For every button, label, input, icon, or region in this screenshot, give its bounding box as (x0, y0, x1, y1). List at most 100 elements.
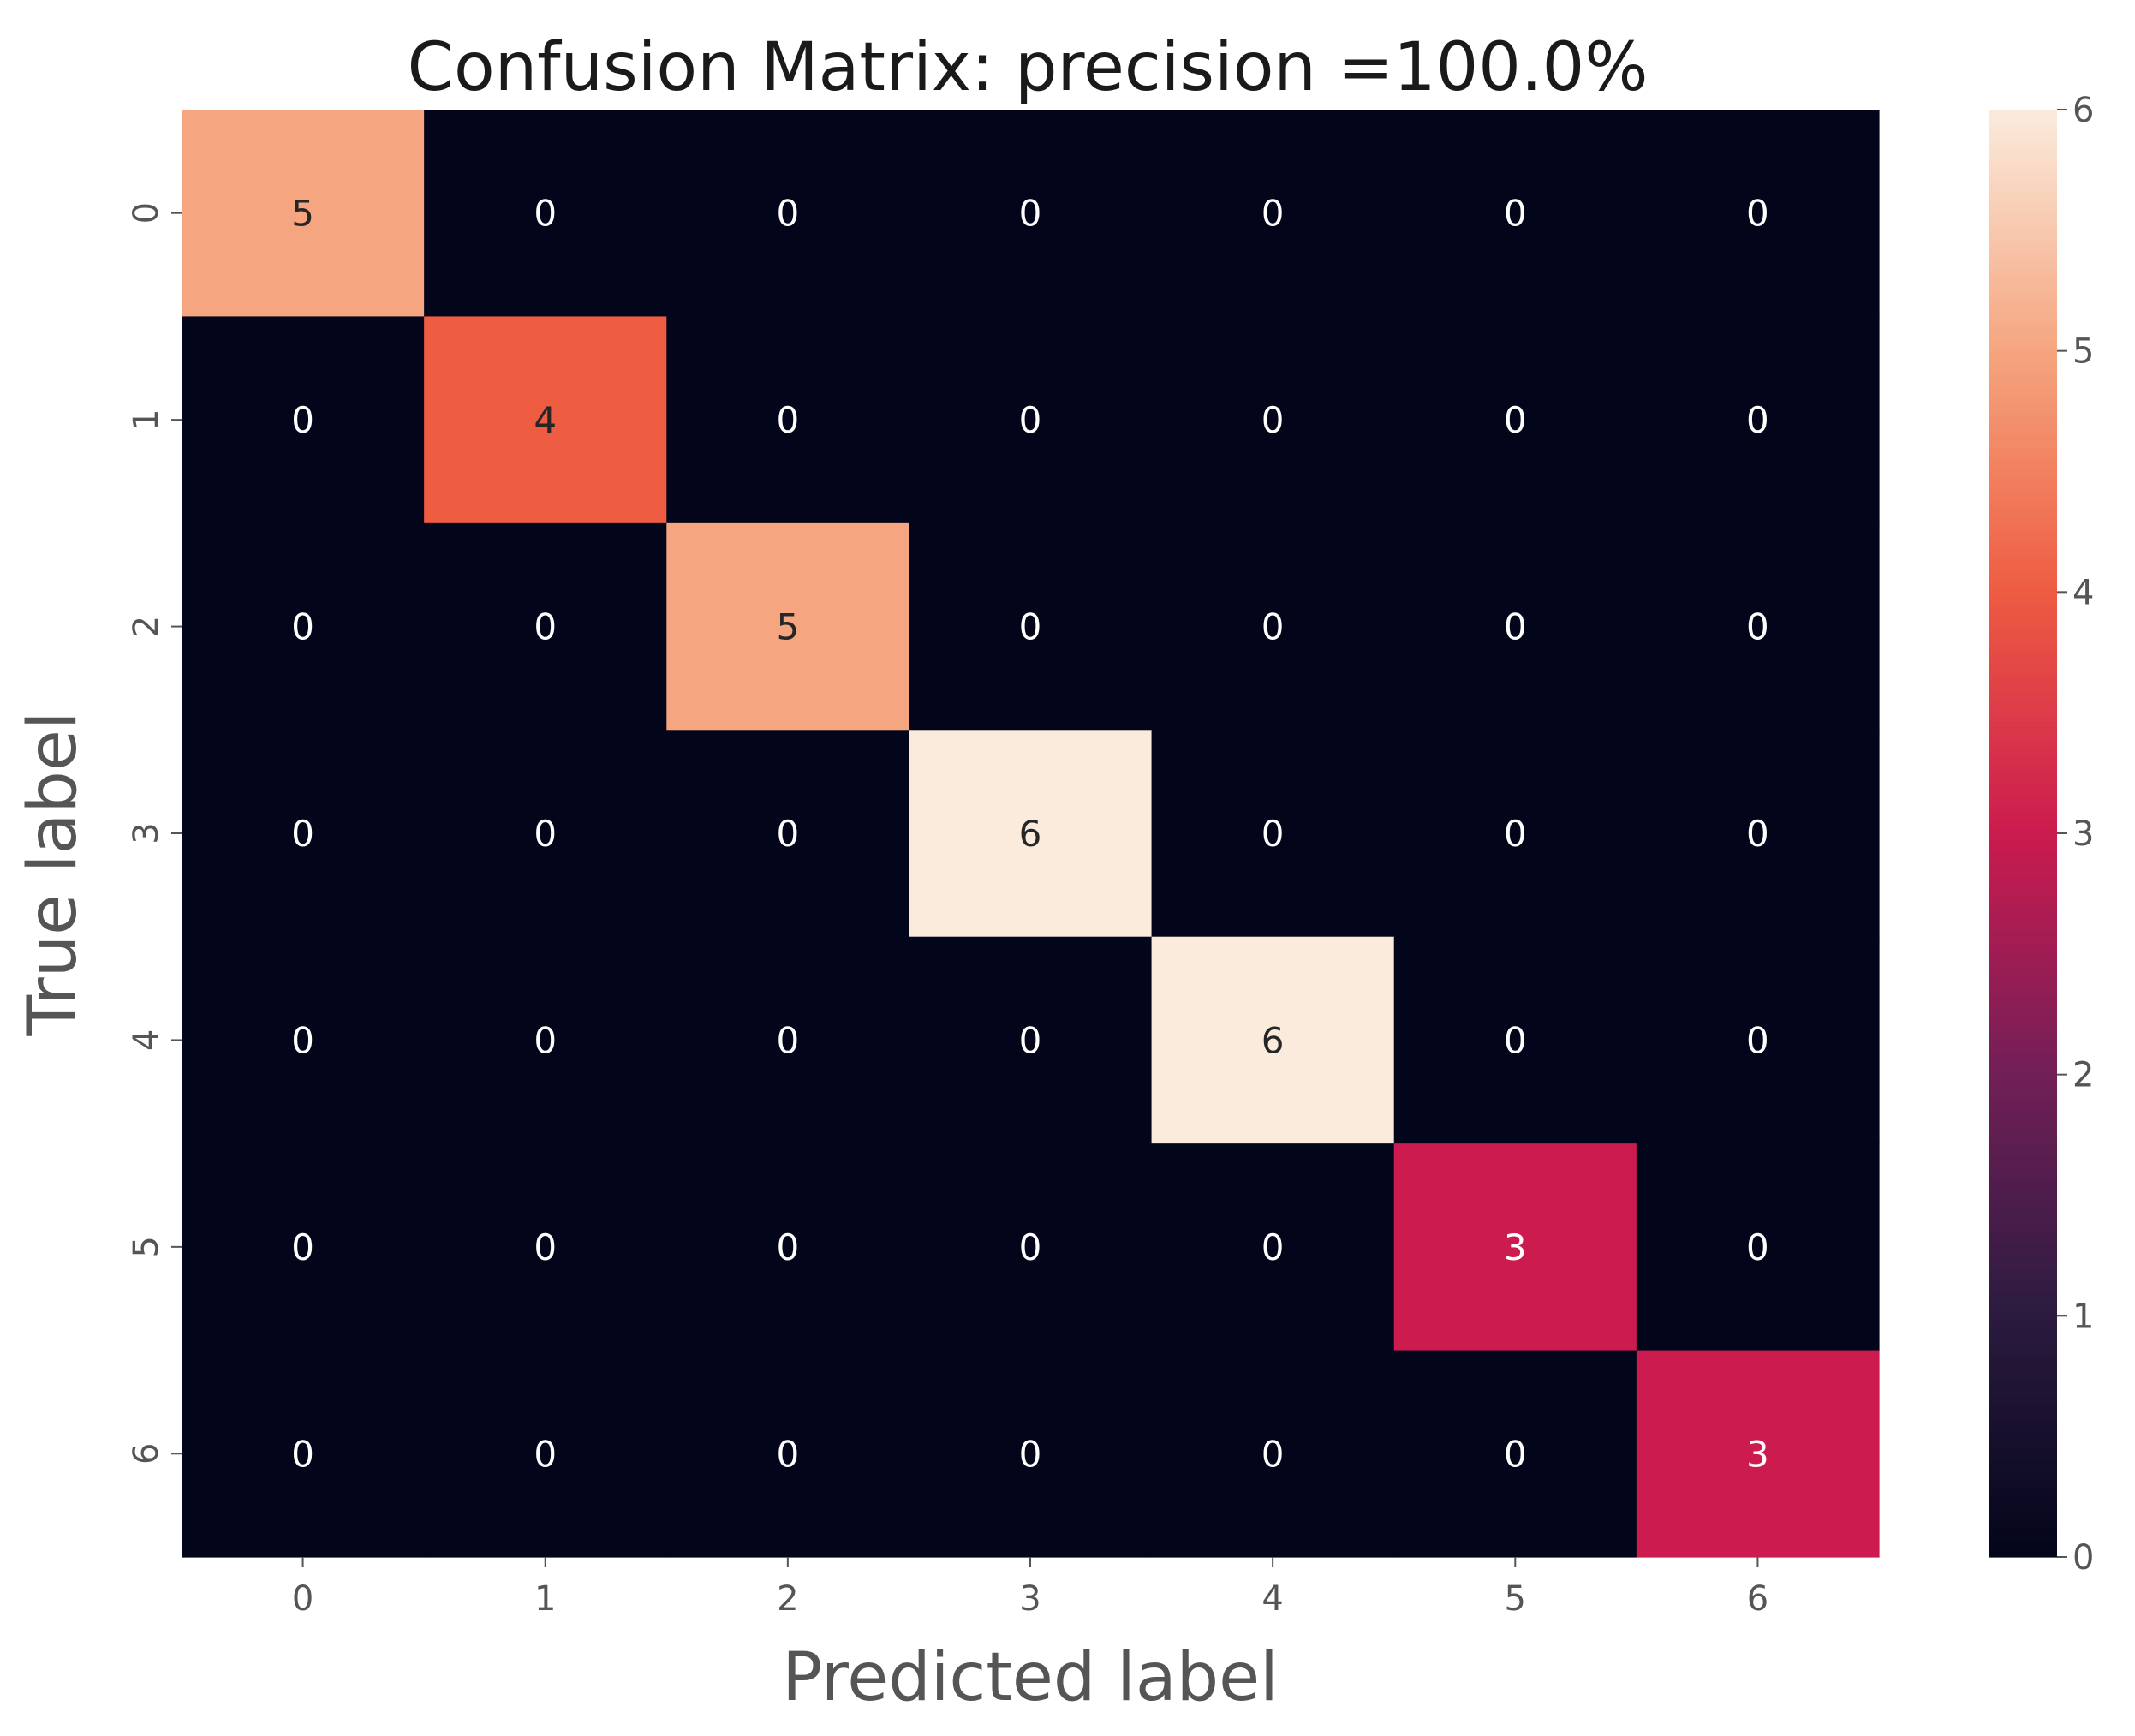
heatmap-cell-r2-c1 (424, 522, 667, 731)
heatmap-cell-r5-c3 (909, 1143, 1153, 1351)
colorbar-slice (1989, 1296, 2057, 1303)
heatmap-cell-r0-c2 (666, 110, 910, 318)
colorbar-slice (1989, 1030, 2057, 1037)
colorbar-slice (1989, 370, 2057, 376)
colorbar-slice (1989, 539, 2057, 545)
colorbar-ticks: 0 1 2 3 4 5 6 (2057, 91, 2094, 1578)
colorbar-slice (1989, 808, 2057, 815)
colorbar-slice (1989, 775, 2057, 781)
cell-value-r3-c0: 0 (291, 813, 314, 855)
colorbar-slice (1989, 206, 2057, 212)
cell-value-r5-c2: 0 (776, 1226, 799, 1268)
heatmap-cell-r5-c5 (1393, 1143, 1637, 1351)
colorbar-slice (1989, 1151, 2057, 1158)
colorbar-slice (1989, 1281, 2057, 1288)
colorbar-slice (1989, 544, 2057, 550)
heatmap-cell-r2-c4 (1151, 522, 1395, 731)
colorbar-slice (1989, 297, 2057, 303)
colorbar-slice (1989, 462, 2057, 468)
heatmap-cell-r0-c3 (909, 110, 1153, 318)
colorbar-slice (1989, 799, 2057, 805)
colorbar-slice (1989, 649, 2057, 656)
colorbar-slice (1989, 833, 2057, 839)
colorbar-slice (1989, 1460, 2057, 1466)
colorbar-slice (1989, 211, 2057, 217)
colorbar-slice (1989, 1484, 2057, 1490)
colorbar-slice (1989, 1373, 2057, 1380)
cell-value-r2-c1: 0 (534, 606, 557, 648)
colorbar-slice (1989, 678, 2057, 684)
colorbar-slice (1989, 114, 2057, 120)
colorbar-slice (1989, 1339, 2057, 1345)
colorbar-slice (1989, 780, 2057, 786)
cell-value-r3-c2: 0 (776, 813, 799, 855)
colorbar-slice (1989, 1330, 2057, 1336)
colorbar-slice (1989, 1002, 2057, 1008)
colorbar-slice (1989, 442, 2057, 448)
colorbar-slice (1989, 336, 2057, 342)
colorbar-slice (1989, 519, 2057, 526)
colorbar-slice (1989, 1489, 2057, 1495)
colorbar-slice (1989, 360, 2057, 367)
cell-value-r1-c1: 4 (534, 399, 557, 441)
colorbar-slice (1989, 1070, 2057, 1076)
colorbar-slice (1989, 447, 2057, 453)
colorbar-slice (1989, 1253, 2057, 1259)
cell-value-r6-c5: 0 (1504, 1433, 1527, 1475)
colorbar-slice (1989, 1055, 2057, 1061)
cell-value-r1-c2: 0 (776, 399, 799, 441)
colorbar-slice (1989, 1547, 2057, 1553)
colorbar-tick-label-3: 3 (2072, 814, 2094, 854)
colorbar-slice (1989, 992, 2057, 999)
x-tick-label-6: 6 (1747, 1579, 1768, 1619)
colorbar-slice (1989, 698, 2057, 704)
colorbar-slice (1989, 794, 2057, 801)
colorbar-slice (1989, 1180, 2057, 1186)
heatmap-cell-r6-c3 (909, 1350, 1153, 1558)
colorbar-slice (1989, 862, 2057, 868)
colorbar-slice (1989, 910, 2057, 916)
cell-value-r6-c2: 0 (776, 1433, 799, 1475)
heatmap-cell-r0-c0 (182, 110, 425, 318)
cell-value-r0-c3: 0 (1019, 193, 1042, 235)
colorbar-slice (1989, 625, 2057, 631)
colorbar-slice (1989, 1518, 2057, 1524)
colorbar-slice (1989, 702, 2057, 709)
colorbar-slice (1989, 389, 2057, 395)
colorbar-slice (1989, 568, 2057, 574)
colorbar-slice (1989, 191, 2057, 197)
colorbar-slice (1989, 727, 2057, 733)
colorbar-slice (1989, 1479, 2057, 1486)
colorbar-slice (1989, 611, 2057, 617)
colorbar-slice (1989, 427, 2057, 434)
y-tick-label-2: 2 (127, 616, 166, 637)
colorbar-slice (1989, 707, 2057, 713)
colorbar (1989, 110, 2057, 1558)
colorbar-tick-label-0: 0 (2072, 1538, 2094, 1578)
cell-value-r1-c5: 0 (1504, 399, 1527, 441)
colorbar-slice (1989, 558, 2057, 564)
colorbar-slice (1989, 896, 2057, 902)
y-tick-label-1: 1 (127, 409, 166, 430)
cell-value-r0-c1: 0 (534, 193, 557, 235)
colorbar-slice (1989, 350, 2057, 356)
colorbar-slice (1989, 524, 2057, 530)
cell-value-r3-c3: 6 (1019, 813, 1042, 855)
cell-value-r2-c2: 5 (776, 606, 799, 648)
colorbar-slice (1989, 215, 2057, 222)
colorbar-slice (1989, 881, 2057, 887)
colorbar-slice (1989, 355, 2057, 361)
colorbar-slice (1989, 1113, 2057, 1119)
colorbar-slice (1989, 944, 2057, 950)
heatmap-cell-r3-c5 (1393, 730, 1637, 938)
colorbar-slice (1989, 1334, 2057, 1341)
colorbar-slice (1989, 504, 2057, 511)
cell-value-r4-c3: 0 (1019, 1019, 1042, 1061)
heatmap-cell-r3-c4 (1151, 730, 1395, 938)
colorbar-slice (1989, 635, 2057, 641)
colorbar-slice (1989, 134, 2057, 140)
colorbar-slice (1989, 1200, 2057, 1206)
colorbar-slice (1989, 302, 2057, 308)
colorbar-slice (1989, 1045, 2057, 1052)
